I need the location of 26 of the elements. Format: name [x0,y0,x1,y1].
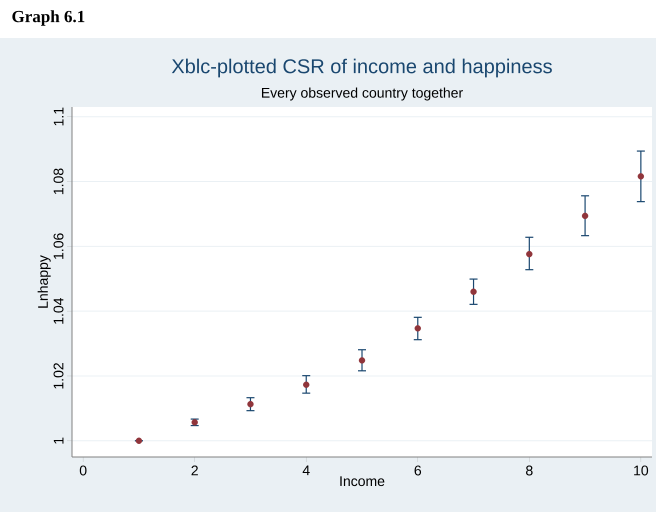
x-tick-label: 8 [526,466,533,476]
y-tick-label: 1.1 [54,108,64,126]
x-tick-label: 6 [414,466,422,476]
x-tick-label: 0 [80,466,87,476]
y-tick-label: 1 [54,438,64,444]
point [638,173,644,180]
y-tick-label: 1.08 [54,168,64,194]
x-tick-label: 4 [302,466,310,476]
point [358,357,366,364]
y-axis-title: Lnhappy [38,255,51,308]
point [582,212,588,220]
point [136,438,142,444]
point [414,325,421,332]
y-tick-label: 1.04 [54,298,64,324]
chart-title: Xblc-plotted CSR of income and happiness [172,58,552,78]
x-tick-label: 10 [634,466,648,476]
point [526,250,533,258]
x-tick-label: 2 [192,466,198,476]
chart-subtitle: Every observed country together [262,87,463,101]
point [247,400,254,408]
caption: Graph 6.1 [12,10,84,26]
point [470,288,477,295]
point [303,382,310,388]
y-tick-label: 1.02 [54,363,64,389]
y-tick-label: 1.06 [54,233,64,259]
x-axis-title: Income [340,476,384,486]
